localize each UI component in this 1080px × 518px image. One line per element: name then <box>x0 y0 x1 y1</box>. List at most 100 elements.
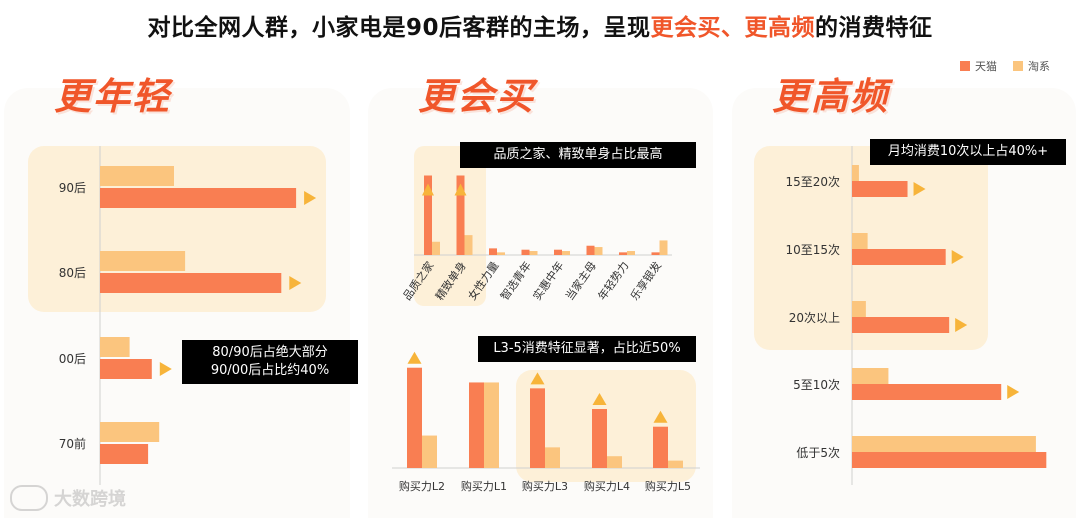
category-label-younger: 80后 <box>59 266 86 280</box>
watermark: 大数跨境 <box>10 485 126 511</box>
legend-label-tmall: 天猫 <box>975 60 997 73</box>
bar-power-tmall <box>592 409 607 468</box>
bar-frequent-tmall <box>852 181 908 197</box>
bar-younger-taoxi <box>100 251 186 271</box>
title-part2: 的消费特征 <box>815 15 933 41</box>
category-label-younger: 90后 <box>59 181 86 195</box>
category-label-power: 购买力L5 <box>645 479 691 493</box>
growth-arrow-icon <box>913 182 926 196</box>
bar-frequent-taoxi <box>852 165 859 181</box>
bar-segment-taoxi <box>594 247 603 255</box>
bar-segment-taoxi <box>497 252 505 255</box>
bar-frequent-tmall <box>852 452 1047 468</box>
growth-arrow-icon <box>1007 385 1020 399</box>
bar-segment-tmall <box>489 248 497 255</box>
category-label-segment: 实惠中年 <box>530 259 567 303</box>
bar-power-taoxi <box>668 460 683 468</box>
bar-segment-tmall <box>456 175 465 255</box>
bar-power-taoxi <box>422 435 437 468</box>
bar-younger-tmall <box>100 188 297 208</box>
category-label-frequent: 15至20次 <box>785 175 840 189</box>
title-highlight-1: 更会买 <box>650 15 721 41</box>
growth-arrow-icon <box>289 276 302 290</box>
category-label-frequent: 5至10次 <box>793 378 840 392</box>
growth-arrow-icon <box>304 191 317 205</box>
growth-arrow-icon <box>955 318 968 332</box>
category-label-frequent: 10至15次 <box>785 243 840 257</box>
bar-segment-tmall <box>554 249 562 255</box>
bar-segment-taoxi <box>562 251 570 255</box>
callout-younger-line2: 90/00后占比约40% <box>210 363 330 378</box>
bar-younger-tmall <box>100 444 149 464</box>
bar-power-taoxi <box>545 447 560 468</box>
page-title: 对比全网人群，小家电是90后客群的主场，呈现更会买、更高频的消费特征 <box>0 8 1080 42</box>
bar-younger-tmall <box>100 273 282 293</box>
bar-segment-tmall <box>521 249 530 255</box>
bar-power-tmall <box>653 426 668 468</box>
panel-title-buyer: 更会买 <box>418 75 535 118</box>
legend: 天猫 淘系 <box>960 58 1050 74</box>
legend-item-taoxi: 淘系 <box>1013 58 1050 74</box>
growth-arrow-icon <box>422 183 434 196</box>
title-separator: 、 <box>721 15 745 41</box>
bar-frequent-taoxi <box>852 233 868 249</box>
bar-younger-taoxi <box>100 422 160 442</box>
title-highlight-2: 更高频 <box>744 15 815 41</box>
panel-title-frequent: 更高频 <box>772 75 889 118</box>
category-label-power: 购买力L4 <box>584 479 630 493</box>
growth-arrow-icon <box>592 393 607 405</box>
growth-arrow-icon <box>530 372 545 385</box>
bar-segment-tmall <box>619 252 627 255</box>
bar-power-taoxi <box>607 456 622 468</box>
bar-frequent-tmall <box>852 384 1002 400</box>
bar-frequent-taoxi <box>852 301 866 317</box>
bar-younger-tmall <box>100 359 152 379</box>
bar-frequent-tmall <box>852 249 946 265</box>
legend-label-taoxi: 淘系 <box>1028 60 1050 73</box>
watermark-logo-icon <box>10 485 48 511</box>
callout-younger-line1: 80/90后占绝大部分 <box>212 345 328 360</box>
bar-segment-taoxi <box>464 235 473 255</box>
highlight-box-frequent <box>754 146 988 350</box>
callout-buyer-power: L3-5消费特征显著，占比近50% <box>478 336 696 362</box>
panel-title-younger: 更年轻 <box>54 75 171 118</box>
bar-segment-tmall <box>586 245 595 255</box>
title-part1: 对比全网人群，小家电是90后客群的主场，呈现 <box>147 15 651 41</box>
category-label-frequent: 20次以上 <box>789 311 840 325</box>
category-label-segment: 年轻势力 <box>595 259 632 303</box>
callout-younger: 80/90后占绝大部分 90/00后占比约40% <box>182 340 358 384</box>
category-label-power: 购买力L2 <box>399 479 445 493</box>
bar-segment-taoxi <box>432 241 440 255</box>
growth-arrow-icon <box>407 351 422 364</box>
watermark-text: 大数跨境 <box>54 489 126 510</box>
bar-frequent-taoxi <box>852 436 1036 452</box>
bar-segment-tmall <box>424 175 432 255</box>
bar-younger-taoxi <box>100 337 130 357</box>
bar-power-tmall <box>469 382 484 468</box>
category-label-power: 购买力L3 <box>522 479 568 493</box>
bar-frequent-tmall <box>852 317 950 333</box>
bar-segment-tmall <box>651 252 660 255</box>
category-label-segment: 乐享银发 <box>627 259 664 303</box>
growth-arrow-icon <box>159 362 172 376</box>
callout-frequent: 月均消费10次以上占40%+ <box>870 139 1066 165</box>
bar-younger-taoxi <box>100 166 174 186</box>
category-label-segment: 智选青年 <box>497 259 534 303</box>
category-label-younger: 70前 <box>59 436 86 451</box>
bar-frequent-taoxi <box>852 368 889 384</box>
bar-segment-taoxi <box>529 251 538 255</box>
legend-swatch-tmall <box>960 61 970 71</box>
bar-segment-taoxi <box>659 240 668 255</box>
growth-arrow-icon <box>951 250 964 264</box>
growth-arrow-icon <box>653 410 668 423</box>
growth-arrow-icon <box>454 183 467 196</box>
category-label-segment: 当家主母 <box>562 259 599 303</box>
callout-buyer-segment: 品质之家、精致单身占比最高 <box>460 142 696 168</box>
bar-segment-taoxi <box>627 251 635 255</box>
legend-swatch-taoxi <box>1013 61 1023 71</box>
bar-power-tmall <box>530 388 545 468</box>
category-label-frequent: 低于5次 <box>796 446 840 460</box>
category-label-power: 购买力L1 <box>461 479 507 493</box>
category-label-younger: 00后 <box>59 352 86 366</box>
